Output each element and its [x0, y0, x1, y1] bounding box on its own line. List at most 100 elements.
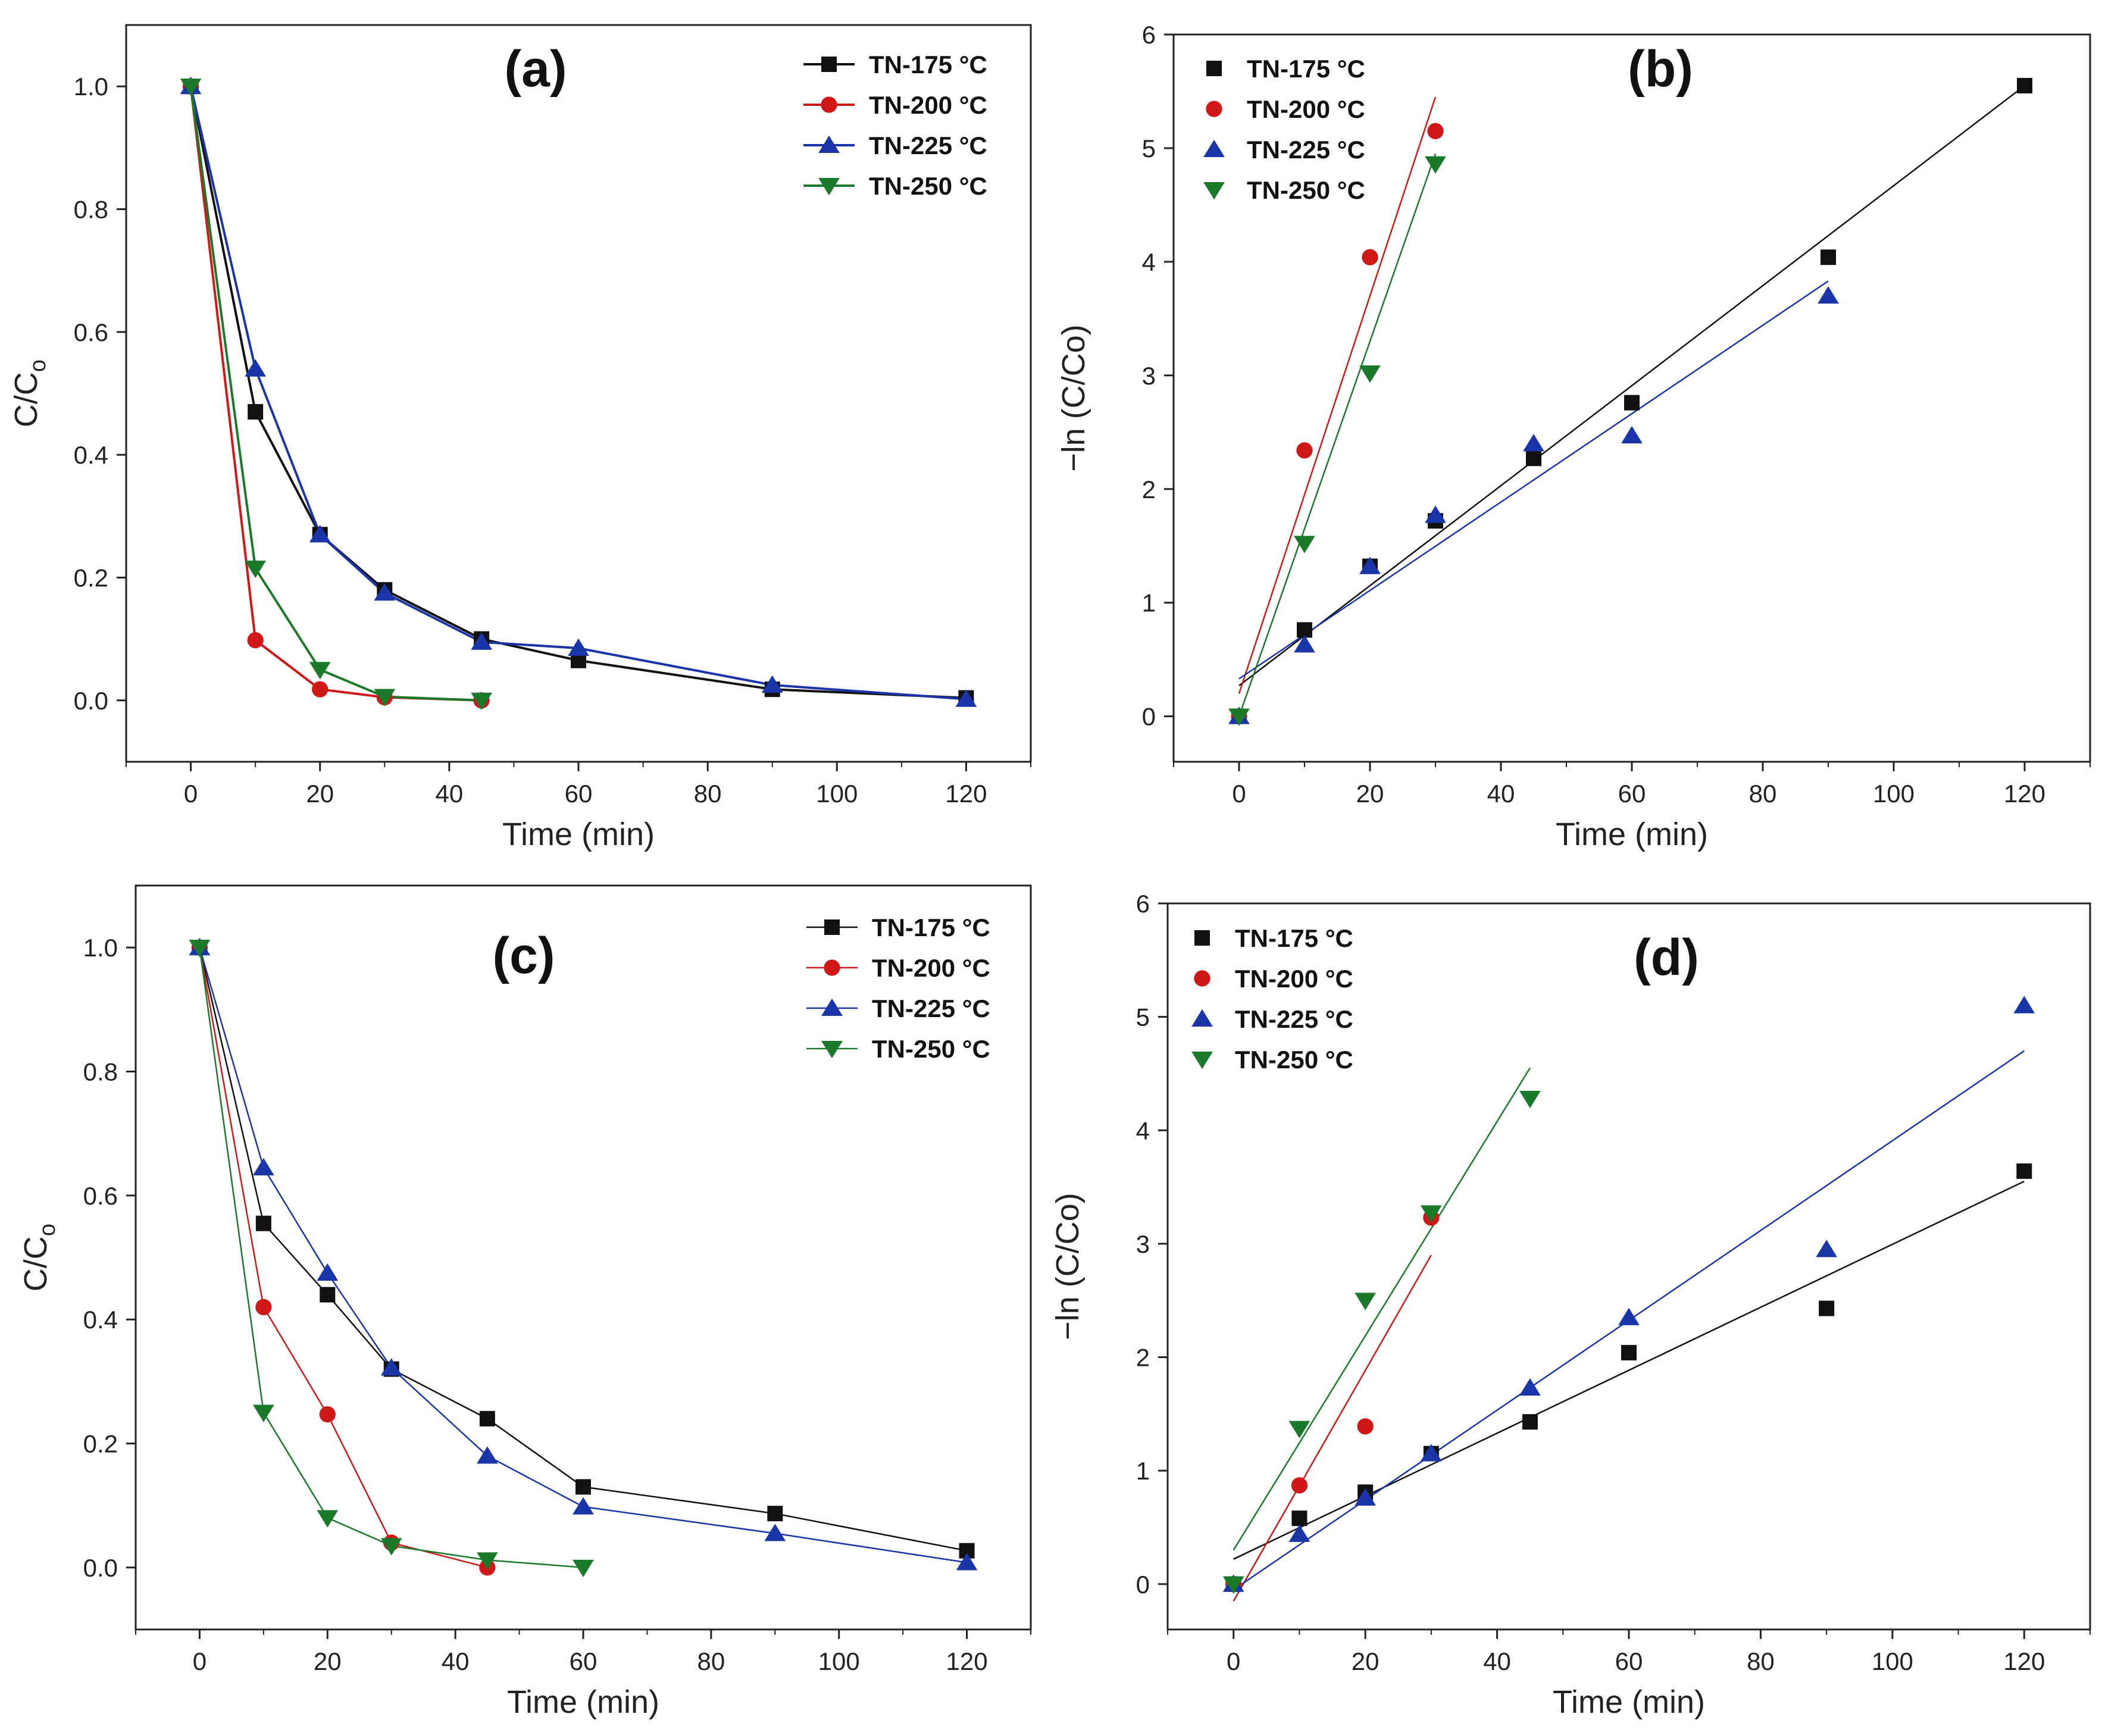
data-point-tn-175	[248, 403, 264, 420]
panel-label: (b)	[1628, 40, 1693, 98]
data-point-tn-250	[245, 561, 267, 578]
y-tick-label: 5	[1142, 134, 1156, 162]
legend-label: TN-250 °C	[872, 1035, 990, 1063]
data-point-tn-175	[575, 1479, 591, 1495]
series-line-tn-250	[199, 947, 584, 1569]
y-axis-title-subscript: o	[35, 1224, 60, 1236]
x-tick-label: 20	[314, 1647, 342, 1675]
x-tick-label: 20	[1356, 780, 1384, 808]
x-tick-label: 100	[818, 1647, 860, 1675]
y-tick-label: 3	[1142, 362, 1156, 390]
y-tick-label: 1	[1142, 589, 1156, 617]
data-point-tn-200	[1291, 1477, 1308, 1494]
data-point-tn-250	[252, 1405, 274, 1422]
y-tick-label: 0.4	[74, 441, 108, 469]
x-tick-label: 20	[306, 780, 334, 808]
data-point-tn-250	[573, 1559, 594, 1578]
data-point-tn-175	[767, 1506, 783, 1522]
y-tick-label: 0.2	[74, 564, 108, 592]
data-point-tn-250	[1425, 156, 1446, 174]
legend-marker	[1203, 139, 1225, 157]
data-point-tn-250	[317, 1510, 339, 1528]
data-point-tn-200	[312, 681, 329, 697]
x-tick-label: 0	[1227, 1647, 1240, 1675]
data-point-tn-200	[1427, 123, 1444, 139]
y-tick-label: 0.4	[83, 1306, 118, 1334]
legend-label: TN-225 °C	[1247, 136, 1365, 164]
x-tick-label: 80	[697, 1647, 725, 1675]
data-point-tn-175	[255, 1215, 271, 1231]
data-point-tn-250	[309, 662, 331, 680]
data-point-tn-250	[1222, 1576, 1244, 1594]
data-point-tn-250	[1294, 536, 1315, 553]
data-point-tn-200	[319, 1406, 336, 1423]
data-point-tn-225	[1294, 635, 1315, 653]
y-tick-label: 6	[1142, 21, 1156, 49]
data-point-tn-225	[573, 1497, 594, 1515]
x-tick-label: 100	[1873, 780, 1915, 808]
x-tick-label: 60	[1615, 1647, 1643, 1675]
y-axis-title-subscript: o	[26, 359, 51, 372]
data-point-tn-200	[1296, 442, 1313, 459]
series-line-tn-225	[189, 86, 966, 700]
x-tick-label: 40	[1483, 1647, 1511, 1675]
legend-marker	[1203, 182, 1225, 200]
chart-panel-b: 0 20 40 60 80 100 120 0 1 2 3 4 5 6 Time (min) −ln (C/C…	[1056, 21, 2091, 852]
data-point-tn-175	[1819, 1300, 1835, 1316]
y-tick-label: 4	[1136, 1116, 1150, 1144]
x-tick-label: 80	[694, 780, 722, 808]
chart-panel-c: 0 20 40 60 80 100 120 0.0 0.2 0.4 0.6 0.8 1.0 Time (m…	[18, 884, 1032, 1720]
fit-line-tn-250	[1233, 1067, 1531, 1551]
y-axis-title-main: C/C	[8, 372, 44, 427]
data-point-tn-250	[1228, 708, 1250, 726]
legend-marker	[821, 998, 843, 1016]
legend-label: TN-250 °C	[1247, 176, 1365, 204]
series-line-tn-175	[189, 86, 966, 699]
data-point-tn-225	[761, 675, 783, 693]
x-tick-label: 80	[1749, 780, 1777, 808]
panel-label: (a)	[504, 40, 567, 98]
y-tick-label: 0.2	[83, 1430, 118, 1458]
legend-marker	[818, 178, 840, 196]
data-point-tn-225	[245, 359, 267, 377]
legend-marker	[1206, 101, 1222, 117]
legend-marker	[821, 1041, 843, 1059]
data-point-tn-225	[2013, 996, 2035, 1014]
data-point-tn-225	[309, 525, 331, 543]
data-point-tn-175	[1821, 249, 1836, 265]
data-point-tn-225	[1519, 1378, 1541, 1396]
data-point-tn-200	[1362, 249, 1378, 265]
data-point-tn-250	[1420, 1205, 1442, 1223]
x-axis-title: Time (min)	[1556, 817, 1708, 852]
data-point-tn-175	[1526, 451, 1541, 467]
legend-marker	[821, 57, 837, 72]
data-point-tn-225	[764, 1524, 786, 1541]
panel-label: (d)	[1634, 929, 1699, 986]
legend-label: TN-200 °C	[869, 91, 987, 119]
y-tick-label: 1.0	[74, 73, 108, 101]
data-point-tn-225	[955, 689, 977, 707]
legend-label: TN-175 °C	[1235, 924, 1353, 952]
series-line-tn-175	[199, 947, 967, 1552]
data-point-tn-225	[1818, 286, 1839, 304]
x-axis-title: Time (min)	[507, 1684, 659, 1720]
data-point-tn-225	[317, 1263, 339, 1281]
data-point-tn-225	[1359, 556, 1381, 574]
data-point-tn-175	[1522, 1414, 1538, 1430]
data-point-tn-225	[252, 1158, 274, 1175]
x-tick-label: 120	[945, 780, 987, 808]
y-axis-title: −ln (C/Co)	[1050, 1193, 1086, 1340]
y-axis-title: C/Co	[18, 1224, 60, 1291]
y-tick-label: 0.0	[74, 687, 108, 715]
y-tick-label: 0.6	[74, 318, 108, 346]
x-tick-label: 40	[1487, 780, 1515, 808]
data-point-tn-250	[1355, 1293, 1377, 1310]
y-tick-label: 5	[1136, 1003, 1150, 1031]
series-line-tn-200	[189, 86, 482, 702]
data-point-tn-175	[2017, 77, 2032, 93]
x-tick-label: 60	[1618, 780, 1646, 808]
data-point-tn-225	[380, 1358, 402, 1376]
fit-line-tn-200	[1238, 96, 1437, 694]
x-tick-label: 60	[565, 780, 593, 808]
